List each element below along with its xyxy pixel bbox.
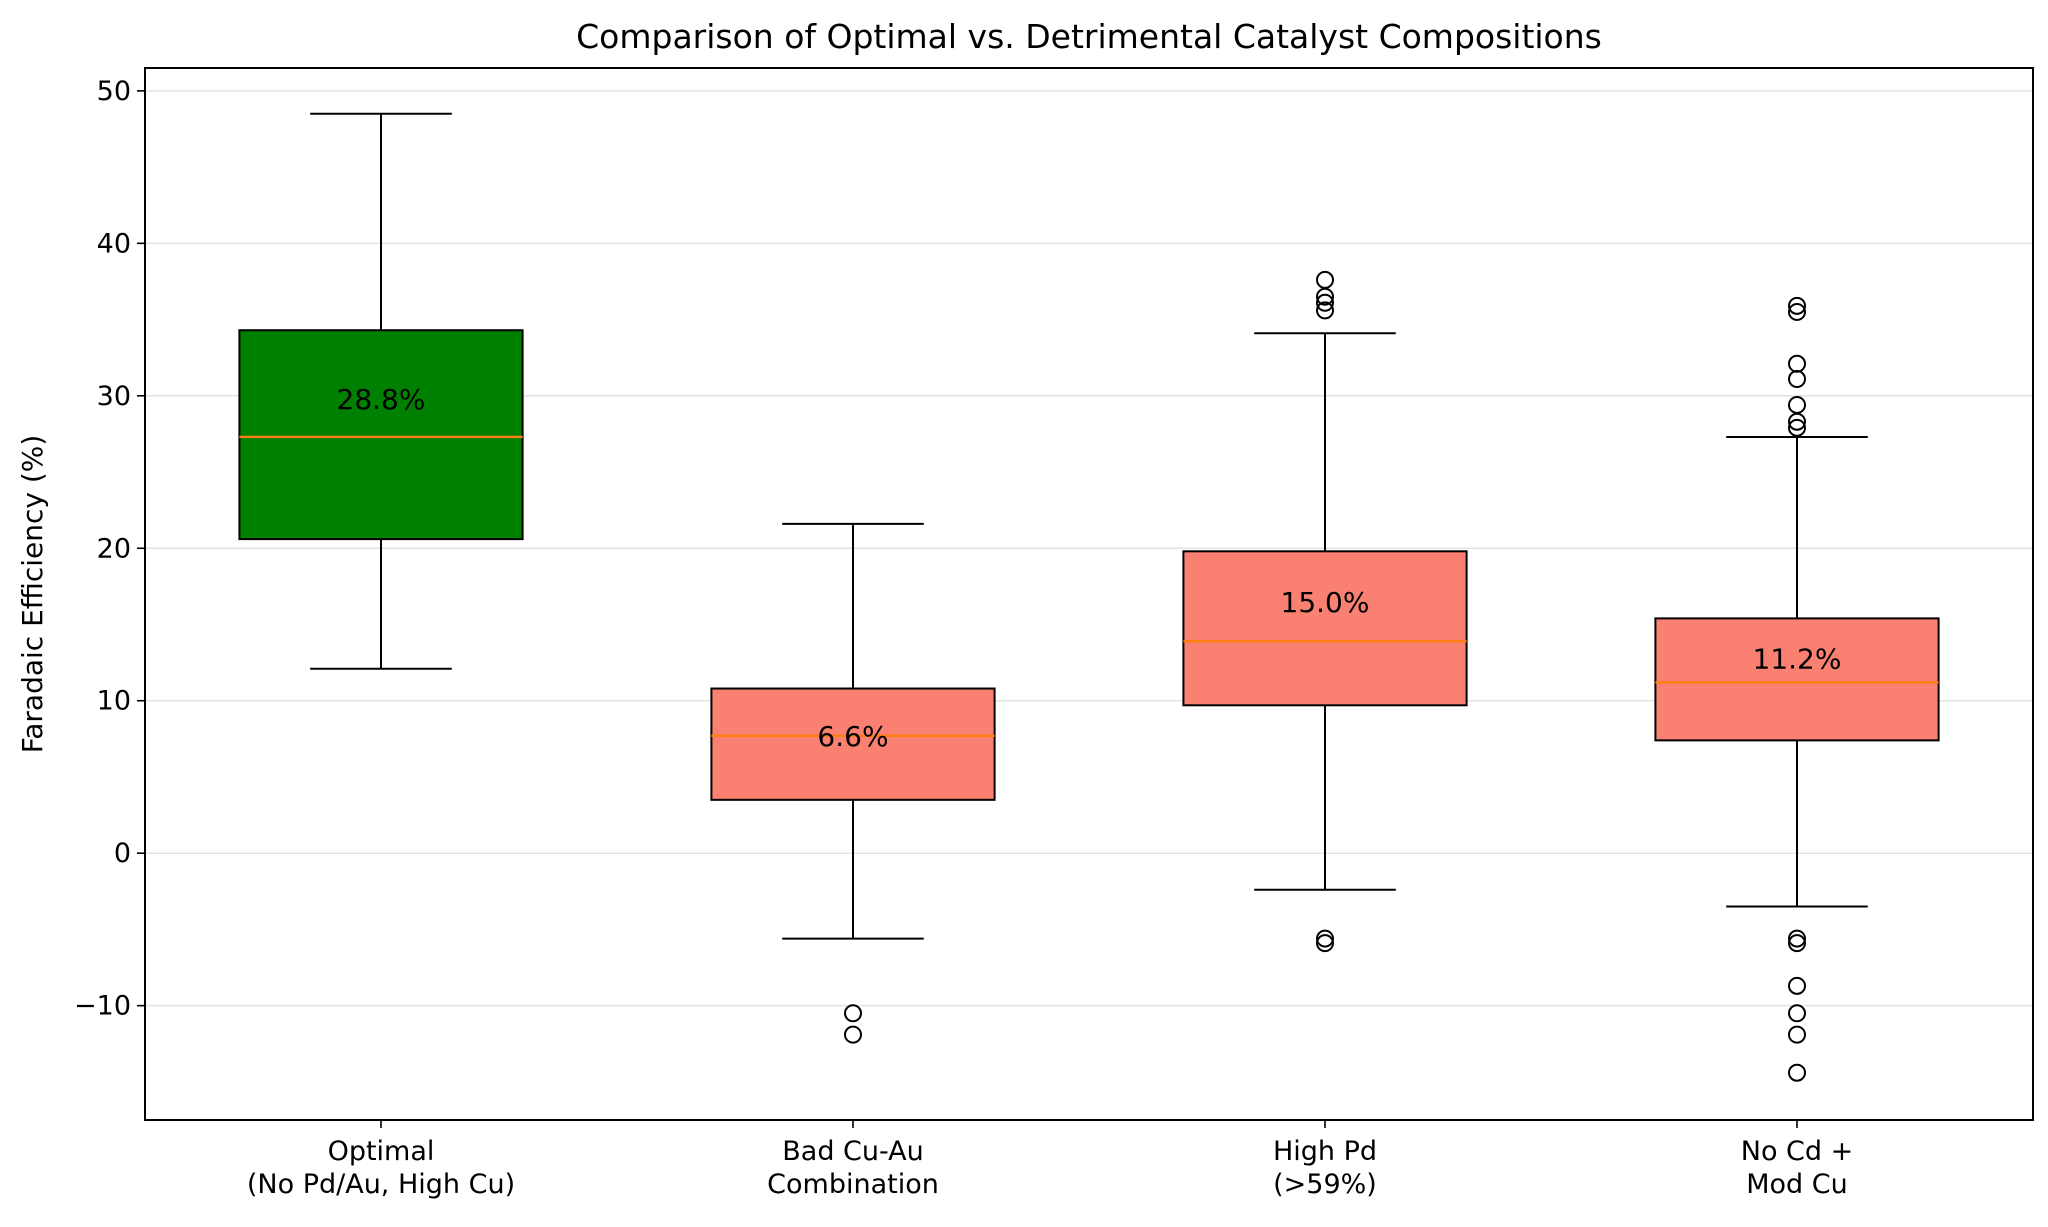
box-group: 6.6% [710,522,996,1044]
y-tick-label: 30 [97,381,131,412]
outlier-point [1788,976,1806,995]
outlier-point [1788,354,1806,373]
iqr-box [1654,617,1940,742]
outlier-point [1316,293,1334,312]
chart-title: Comparison of Optimal vs. Detrimental Ca… [576,17,1602,56]
outlier-point [1788,395,1806,414]
box-series: 28.8% 6.6% 15.0% 11.2% [238,112,1940,1082]
y-tick-label: 40 [97,228,131,259]
mean-value-label: 15.0% [1281,586,1370,619]
mean-value-label: 28.8% [337,383,426,416]
x-tick-label: (>59%) [1273,1169,1377,1200]
axes: −10 0 10 20 30 40 50 Optimal(No Pd/Au, High Cu)… [74,67,2034,1200]
mean-value-label: 11.2% [1753,643,1842,676]
y-axis-label: Faradaic Efficiency (%) [16,435,49,754]
outlier-point [1788,1004,1806,1023]
iqr-box [238,329,524,541]
outlier-point [1316,301,1334,320]
y-tick-label: 0 [114,838,131,869]
box-group: 28.8% [238,112,524,670]
outlier-point [1788,412,1806,431]
y-tick-label: 50 [97,76,131,107]
outlier-point [1788,1025,1806,1044]
outlier-point [1788,1063,1806,1082]
outlier-point [1788,929,1806,948]
outlier-point [1316,287,1334,306]
x-tick-label: No Cd + [1741,1136,1854,1167]
outlier-point [1316,934,1334,953]
iqr-box [1182,550,1468,707]
outlier-point [1788,370,1806,389]
x-tick-label: Mod Cu [1746,1169,1848,1200]
outlier-point [844,1025,862,1044]
x-tick-label: High Pd [1273,1136,1377,1167]
outlier-point [1788,418,1806,437]
outlier-point [844,1004,862,1023]
y-tick-label: 10 [97,686,131,717]
outlier-point [1316,929,1334,948]
y-tick-label: −10 [74,991,131,1022]
outlier-point [1788,934,1806,953]
mean-value-label: 6.6% [817,720,888,753]
gridlines [145,90,2033,1007]
x-tick-label: Bad Cu-Au [782,1136,924,1167]
iqr-box [710,687,996,801]
y-tick-label: 20 [97,533,131,564]
outlier-point [1788,302,1806,321]
x-tick-label: Optimal [328,1136,435,1167]
box-group: 15.0% [1182,270,1468,953]
outlier-point [1788,296,1806,315]
plot-frame [144,67,2034,1121]
outlier-point [1316,270,1334,289]
x-tick-label: Combination [767,1169,939,1200]
box-group: 11.2% [1654,296,1940,1082]
x-tick-label: (No Pd/Au, High Cu) [247,1169,515,1200]
